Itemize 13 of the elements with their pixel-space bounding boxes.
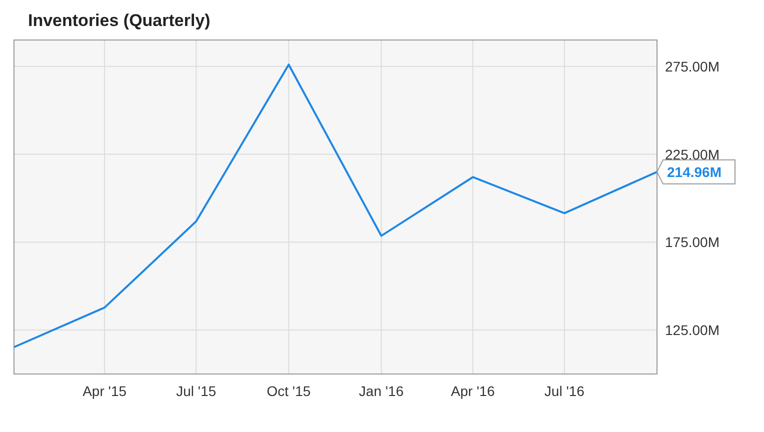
x-tick-label: Jan '16 xyxy=(358,383,404,399)
x-tick-label: Apr '16 xyxy=(450,383,496,399)
y-tick-label: 225.00M xyxy=(665,146,720,162)
x-tick-label: Apr '15 xyxy=(82,383,127,399)
x-tick-label: Oct '15 xyxy=(266,383,311,399)
y-tick-label: 275.00M xyxy=(665,58,720,74)
x-tick-label: Jul '16 xyxy=(544,383,585,399)
annotation: 214.96M xyxy=(667,164,722,180)
chart-title: Inventories (Quarterly) xyxy=(28,11,210,30)
y-tick-label: 175.00M xyxy=(665,234,720,250)
x-tick-label: Jul '15 xyxy=(176,383,216,399)
line-series xyxy=(13,64,658,348)
y-tick-label: 125.00M xyxy=(665,322,720,338)
